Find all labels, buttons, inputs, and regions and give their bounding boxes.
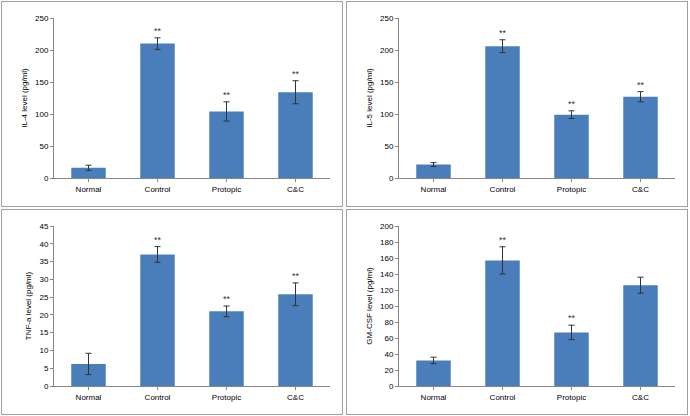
svg-text:250: 250 — [35, 14, 49, 23]
svg-text:180: 180 — [380, 238, 394, 247]
svg-text:Control: Control — [145, 393, 171, 402]
svg-text:20: 20 — [39, 311, 48, 320]
svg-text:Normal: Normal — [76, 393, 102, 402]
svg-text:50: 50 — [39, 142, 48, 151]
svg-text:0: 0 — [44, 382, 49, 391]
svg-text:**: ** — [499, 235, 507, 245]
svg-text:Protopic: Protopic — [212, 185, 241, 194]
svg-text:**: ** — [223, 294, 231, 304]
svg-text:140: 140 — [380, 270, 394, 279]
svg-text:0: 0 — [44, 174, 49, 183]
svg-text:C&C: C&C — [632, 393, 649, 402]
svg-text:Protopic: Protopic — [212, 393, 241, 402]
svg-text:Normal: Normal — [421, 393, 447, 402]
svg-text:**: ** — [154, 26, 162, 36]
svg-text:Normal: Normal — [76, 185, 102, 194]
svg-text:IL-4 level (pg/ml): IL-4 level (pg/ml) — [20, 68, 29, 128]
svg-text:**: ** — [154, 235, 162, 245]
svg-text:35: 35 — [39, 257, 48, 266]
svg-text:**: ** — [568, 313, 576, 323]
svg-text:40: 40 — [384, 350, 393, 359]
svg-text:Control: Control — [490, 393, 516, 402]
svg-text:0: 0 — [389, 382, 394, 391]
svg-text:150: 150 — [380, 78, 394, 87]
svg-text:80: 80 — [384, 318, 393, 327]
svg-text:Protopic: Protopic — [557, 393, 586, 402]
svg-text:45: 45 — [39, 222, 48, 231]
svg-text:0: 0 — [389, 174, 394, 183]
svg-text:30: 30 — [39, 275, 48, 284]
svg-text:150: 150 — [35, 78, 49, 87]
svg-text:IL-5 level (pg/ml): IL-5 level (pg/ml) — [365, 68, 374, 128]
svg-text:250: 250 — [380, 14, 394, 23]
svg-text:Control: Control — [490, 185, 516, 194]
svg-text:**: ** — [568, 99, 576, 109]
svg-text:C&C: C&C — [632, 185, 649, 194]
svg-text:60: 60 — [384, 334, 393, 343]
svg-text:**: ** — [637, 80, 645, 90]
svg-text:**: ** — [499, 28, 507, 38]
svg-text:15: 15 — [39, 328, 48, 337]
svg-text:**: ** — [292, 69, 300, 79]
svg-text:100: 100 — [35, 110, 49, 119]
svg-text:C&C: C&C — [287, 393, 304, 402]
svg-text:Normal: Normal — [421, 185, 447, 194]
svg-text:Control: Control — [145, 185, 171, 194]
svg-text:10: 10 — [39, 346, 48, 355]
svg-text:200: 200 — [35, 46, 49, 55]
svg-text:40: 40 — [39, 240, 48, 249]
svg-text:25: 25 — [39, 293, 48, 302]
svg-text:100: 100 — [380, 110, 394, 119]
svg-text:GM-CSF level (pg/ml): GM-CSF level (pg/ml) — [365, 267, 374, 345]
svg-text:**: ** — [223, 90, 231, 100]
svg-text:C&C: C&C — [287, 185, 304, 194]
svg-text:**: ** — [292, 271, 300, 281]
svg-text:Protopic: Protopic — [557, 185, 586, 194]
svg-text:200: 200 — [380, 222, 394, 231]
svg-text:TNF-a level (pg/ml): TNF-a level (pg/ml) — [24, 271, 33, 340]
svg-text:100: 100 — [380, 302, 394, 311]
svg-text:160: 160 — [380, 254, 394, 263]
svg-text:120: 120 — [380, 286, 394, 295]
svg-text:5: 5 — [44, 364, 49, 373]
svg-text:200: 200 — [380, 46, 394, 55]
svg-text:50: 50 — [384, 142, 393, 151]
svg-text:20: 20 — [384, 366, 393, 375]
